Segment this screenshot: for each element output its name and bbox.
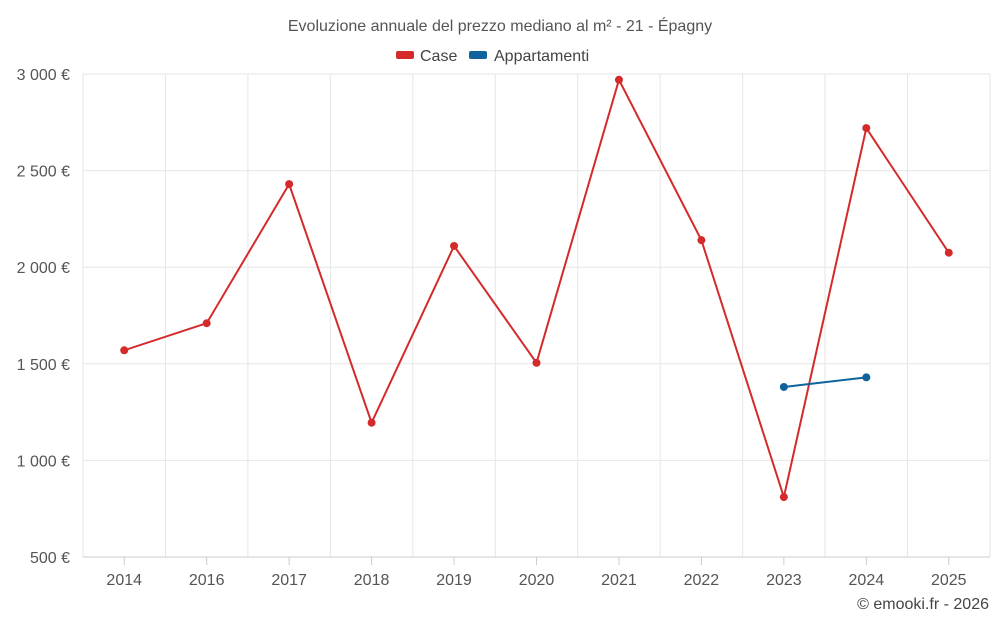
data-point-case[interactable] <box>862 124 871 133</box>
legend-swatch-appartamenti <box>469 51 487 59</box>
data-point-appartamenti[interactable] <box>779 382 788 391</box>
series-layer <box>120 75 953 502</box>
y-tick-label: 1 000 € <box>17 453 70 470</box>
x-tick-label: 2017 <box>271 572 307 589</box>
y-tick-label: 1 500 € <box>17 357 70 374</box>
data-point-case[interactable] <box>944 248 953 257</box>
x-tick-label: 2016 <box>189 572 225 589</box>
x-tick-label: 2023 <box>766 572 802 589</box>
data-point-case[interactable] <box>532 358 541 367</box>
gridlines <box>82 73 991 558</box>
x-tick-label: 2025 <box>931 572 967 589</box>
data-point-case[interactable] <box>285 180 294 189</box>
data-point-case[interactable] <box>367 418 376 427</box>
data-point-case[interactable] <box>450 241 459 250</box>
y-tick-label: 3 000 € <box>17 67 70 84</box>
x-tick-label: 2014 <box>106 572 142 589</box>
data-point-appartamenti[interactable] <box>862 373 871 382</box>
y-axis: 500 € 1 000 € 1 500 € 2 000 € 2 500 € 3 000 € <box>17 67 70 567</box>
x-tick-label: 2022 <box>684 572 720 589</box>
x-axis: 2014 2016 2017 2018 2019 2020 2021 2022 2023 2024… <box>83 556 990 589</box>
y-tick-label: 2 000 € <box>17 260 70 277</box>
credit-text: © emooki.fr - 2026 <box>857 596 989 613</box>
x-tick-label: 2020 <box>519 572 555 589</box>
y-tick-label: 2 500 € <box>17 164 70 181</box>
data-point-case[interactable] <box>779 493 788 502</box>
series-line-appartamenti <box>783 376 867 388</box>
data-point-case[interactable] <box>697 236 706 245</box>
legend-label-case[interactable]: Case <box>420 48 457 65</box>
legend: Case Appartamenti <box>396 48 589 65</box>
data-point-case[interactable] <box>120 346 129 355</box>
x-tick-label: 2021 <box>601 572 637 589</box>
x-tick-label: 2019 <box>436 572 472 589</box>
y-tick-label: 500 € <box>30 550 70 567</box>
chart-title: Evoluzione annuale del prezzo mediano al… <box>288 16 712 35</box>
data-point-case[interactable] <box>202 319 211 328</box>
data-point-case[interactable] <box>614 75 623 84</box>
legend-label-appartamenti[interactable]: Appartamenti <box>494 48 589 65</box>
legend-swatch-case <box>396 51 414 59</box>
x-tick-label: 2018 <box>354 572 390 589</box>
x-tick-label: 2024 <box>849 572 885 589</box>
